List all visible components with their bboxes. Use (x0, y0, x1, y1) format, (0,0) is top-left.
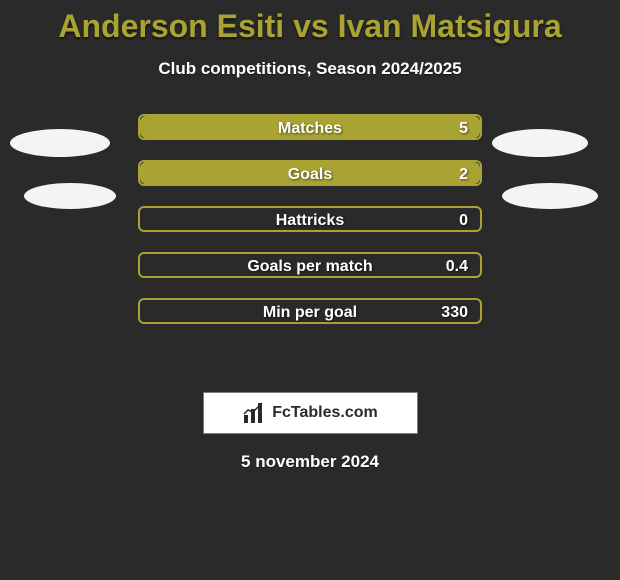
stat-label: Hattricks (140, 208, 480, 234)
comparison-chart: Matches5Goals2Hattricks0Goals per match0… (0, 114, 620, 374)
stat-row: Goals per match0.4 (138, 252, 482, 278)
stat-label: Matches (140, 116, 480, 142)
decorative-ellipse (492, 129, 588, 157)
comparison-subtitle: Club competitions, Season 2024/2025 (0, 59, 620, 79)
decorative-ellipse (10, 129, 110, 157)
stat-row: Goals2 (138, 160, 482, 186)
stat-value: 5 (459, 116, 468, 142)
stat-label: Goals (140, 162, 480, 188)
attribution-text: FcTables.com (272, 404, 378, 422)
stat-label: Goals per match (140, 254, 480, 280)
stat-value: 2 (459, 162, 468, 188)
stat-row: Matches5 (138, 114, 482, 140)
stat-value: 330 (441, 300, 468, 326)
stat-value: 0.4 (446, 254, 468, 280)
attribution-box: FcTables.com (203, 392, 418, 434)
bar-chart-icon (242, 401, 266, 425)
snapshot-date: 5 november 2024 (0, 452, 620, 472)
decorative-ellipse (24, 183, 116, 209)
stat-label: Min per goal (140, 300, 480, 326)
stat-row: Hattricks0 (138, 206, 482, 232)
stat-bars: Matches5Goals2Hattricks0Goals per match0… (138, 114, 482, 344)
stat-value: 0 (459, 208, 468, 234)
stat-row: Min per goal330 (138, 298, 482, 324)
decorative-ellipse (502, 183, 598, 209)
comparison-title: Anderson Esiti vs Ivan Matsigura (0, 0, 620, 45)
